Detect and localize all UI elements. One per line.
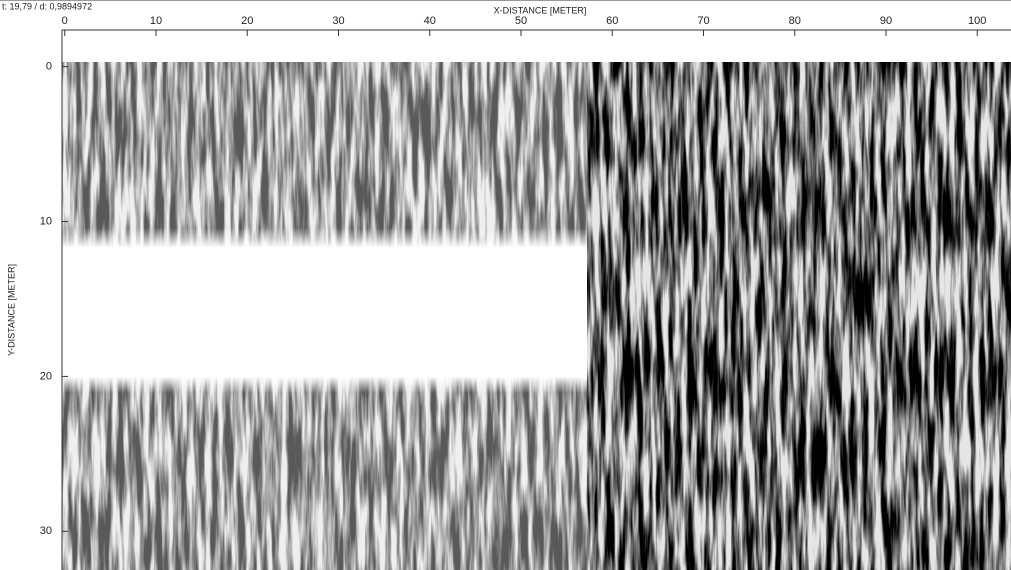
x-tick-label: 20 (241, 15, 253, 27)
x-tick-label: 40 (424, 15, 436, 27)
y-tick-label: 10 (40, 215, 52, 227)
y-tick-label: 20 (40, 370, 52, 382)
y-axis-title: Y-DISTANCE [METER] (6, 264, 16, 356)
status-text: t: 19,79 / d: 0,9894972 (2, 1, 92, 11)
x-tick-label: 70 (697, 15, 709, 27)
y-tick-label: 30 (40, 525, 52, 537)
x-tick-label: 0 (62, 15, 68, 27)
x-tick-label: 30 (332, 15, 344, 27)
x-tick-label: 50 (515, 15, 527, 27)
x-tick-label: 100 (968, 15, 986, 27)
x-axis-title: X-DISTANCE [METER] (494, 5, 587, 15)
y-tick-label: 0 (46, 61, 52, 73)
scan-gap (62, 228, 587, 393)
x-tick-label: 80 (789, 15, 801, 27)
x-tick-label: 60 (606, 15, 618, 27)
scan-image (62, 62, 1011, 570)
x-tick-label: 90 (880, 15, 892, 27)
x-tick-label: 10 (150, 15, 162, 27)
